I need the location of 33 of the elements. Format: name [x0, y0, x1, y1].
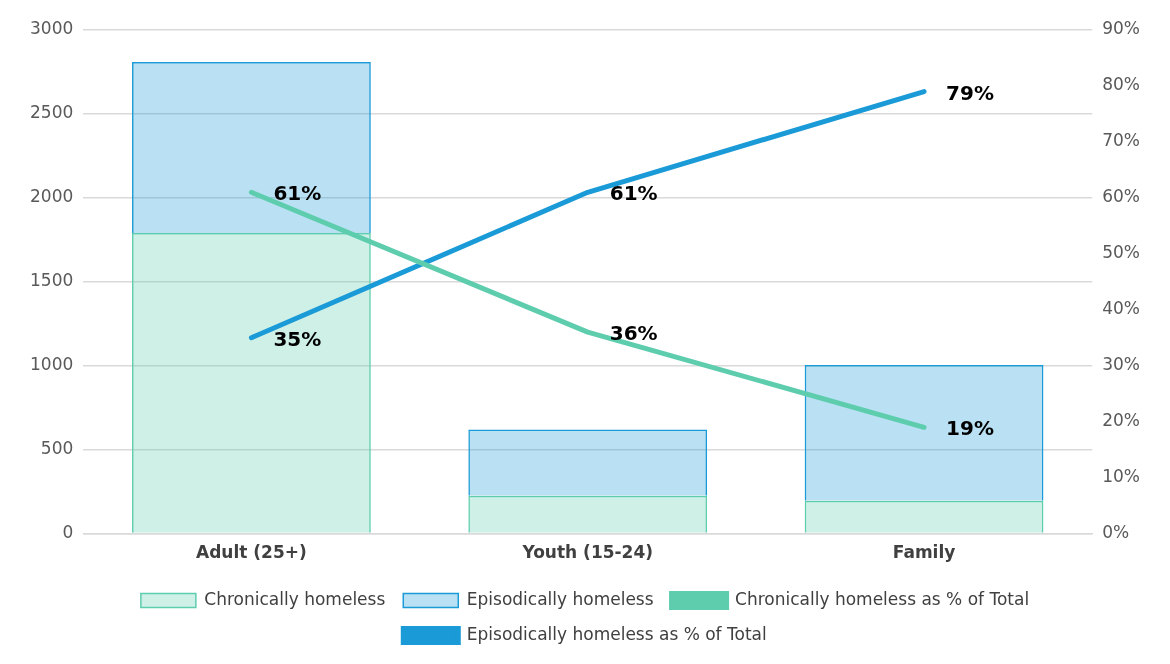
y-tick-label: 500	[40, 438, 74, 459]
y-tick-label: 2500	[30, 102, 74, 123]
data-label: 61%	[609, 181, 658, 206]
data-label: 79%	[946, 80, 994, 105]
y2-tick-label: 80%	[1102, 74, 1141, 95]
bar	[468, 495, 708, 533]
x-tick-label: Family	[892, 542, 956, 563]
y-tick-label: 1000	[30, 354, 74, 375]
y2-tick-label: 10%	[1102, 466, 1141, 487]
y2-tick-label: 0%	[1102, 522, 1130, 543]
y-tick-label: 0	[62, 522, 74, 543]
bar	[804, 500, 1044, 533]
data-label: 61%	[273, 181, 322, 206]
y-tick-label: 3000	[30, 18, 74, 39]
legend-label: Chronically homeless	[204, 588, 386, 609]
y2-tick-label: 70%	[1102, 130, 1141, 151]
legend-label: Episodically homeless	[466, 588, 654, 609]
data-label: 35%	[273, 326, 322, 351]
x-tick-label: Adult (25+)	[196, 542, 307, 563]
y2-tick-label: 40%	[1102, 298, 1141, 319]
y2-tick-label: 20%	[1102, 410, 1141, 431]
data-label: 19%	[946, 416, 994, 441]
y2-tick-label: 60%	[1102, 186, 1141, 207]
x-tick-label: Youth (15-24)	[521, 542, 654, 563]
y-tick-label: 2000	[30, 186, 74, 207]
legend-label: Episodically homeless as % of Total	[466, 623, 767, 644]
bar	[468, 429, 708, 496]
y2-tick-label: 30%	[1102, 354, 1141, 375]
data-label: 36%	[609, 321, 658, 346]
y2-tick-label: 50%	[1102, 242, 1141, 263]
legend-label: Chronically homeless as % of Total	[735, 588, 1030, 609]
y2-tick-label: 90%	[1102, 18, 1141, 39]
y-tick-label: 1500	[30, 270, 74, 291]
